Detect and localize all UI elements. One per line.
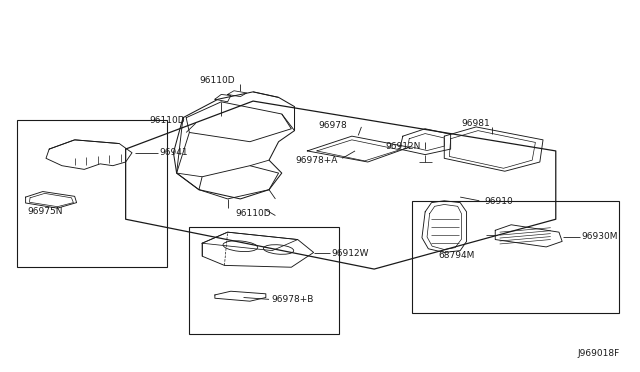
Bar bbox=[412, 201, 620, 313]
Text: 96978+A: 96978+A bbox=[296, 155, 338, 165]
Text: J969018F: J969018F bbox=[577, 349, 620, 358]
Bar bbox=[17, 119, 167, 267]
Text: 96978+B: 96978+B bbox=[271, 295, 314, 304]
Bar bbox=[189, 227, 339, 334]
Text: 96110D: 96110D bbox=[149, 116, 185, 125]
Text: 96978: 96978 bbox=[318, 121, 347, 129]
Text: 96912N: 96912N bbox=[385, 142, 420, 151]
Text: 96941: 96941 bbox=[159, 148, 188, 157]
Text: 96110D: 96110D bbox=[236, 209, 271, 218]
Text: 96981: 96981 bbox=[461, 119, 490, 128]
Text: 96912W: 96912W bbox=[332, 249, 369, 258]
Text: 96110D: 96110D bbox=[199, 76, 235, 85]
Text: 96930M: 96930M bbox=[581, 232, 618, 241]
Text: 68794M: 68794M bbox=[438, 251, 475, 260]
Text: 96910: 96910 bbox=[484, 197, 513, 206]
Text: 96975N: 96975N bbox=[27, 206, 62, 216]
